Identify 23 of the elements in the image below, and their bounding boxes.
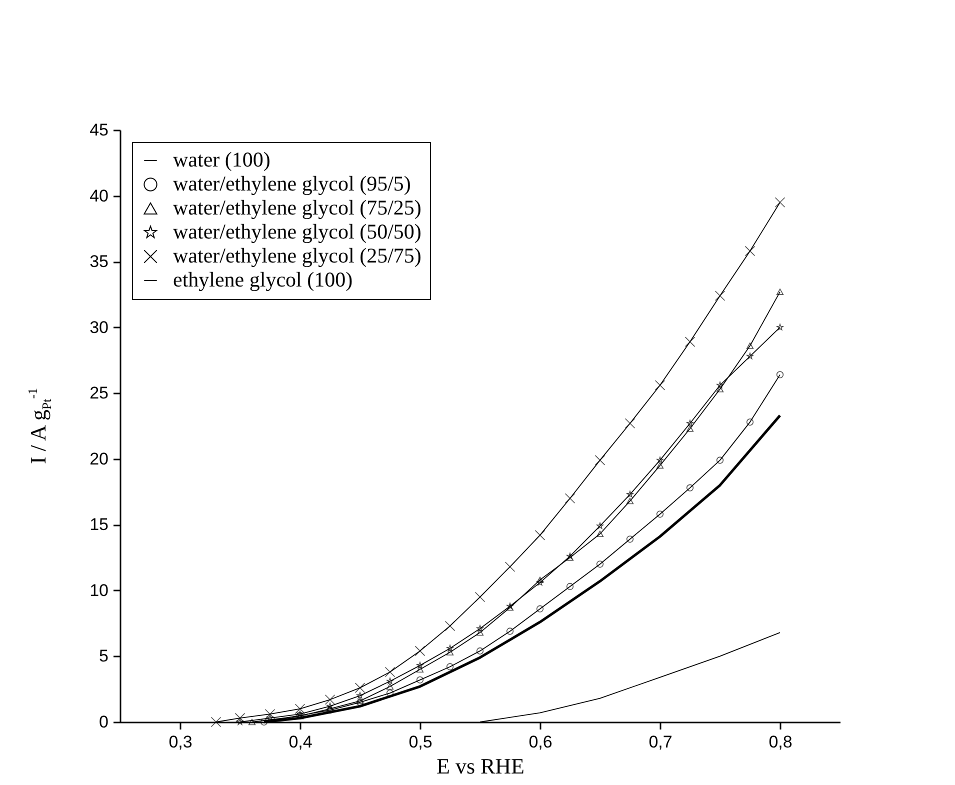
x-tick-label: 0,3 <box>168 732 192 752</box>
y-tick-label: 20 <box>90 449 108 468</box>
x-tick-label: 0,5 <box>408 732 432 752</box>
x-axis-title: E vs RHE <box>436 754 524 778</box>
legend-label: water/ethylene glycol (95/5) <box>173 172 411 196</box>
x-tick-label: 0,8 <box>768 732 792 752</box>
y-tick-label: 15 <box>90 515 108 534</box>
y-tick-label: 45 <box>90 120 108 140</box>
legend-label: water/ethylene glycol (50/50) <box>173 220 422 244</box>
x-tick-label: 0,6 <box>528 732 552 752</box>
y-tick-label: 40 <box>90 186 108 206</box>
legend-label: ethylene glycol (100) <box>173 268 353 292</box>
x-tick-label: 0,7 <box>648 732 672 752</box>
legend-label: water (100) <box>173 148 270 172</box>
y-tick-label: 0 <box>99 712 108 732</box>
y-tick-label: 35 <box>90 252 108 272</box>
y-tick-label: 30 <box>90 318 108 337</box>
legend-label: water/ethylene glycol (25/75) <box>173 244 422 268</box>
y-tick-label: 5 <box>99 646 108 666</box>
y-tick-label: 25 <box>90 384 108 403</box>
y-tick-label: 10 <box>90 580 108 600</box>
legend-label: water/ethylene glycol (75/25) <box>173 196 422 220</box>
x-tick-label: 0,4 <box>288 732 312 752</box>
